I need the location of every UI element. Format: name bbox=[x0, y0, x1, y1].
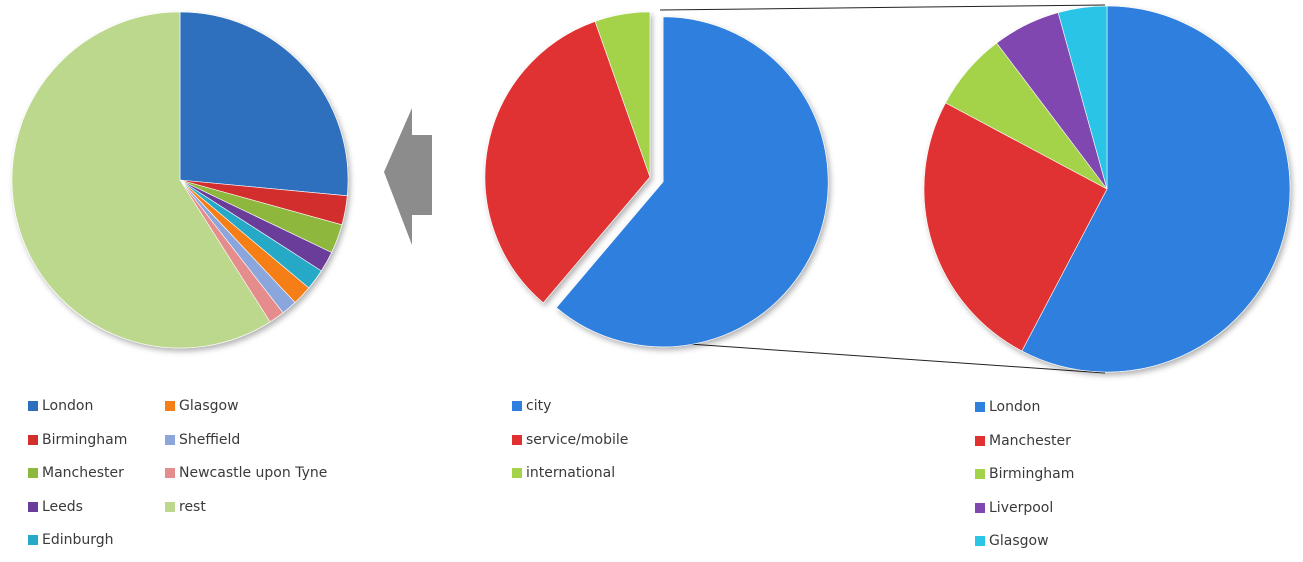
legend-item-edinburgh: Edinburgh bbox=[28, 532, 114, 548]
legend-item-glasgow: Glasgow bbox=[975, 533, 1049, 549]
legend-label: Newcastle upon Tyne bbox=[179, 465, 327, 481]
legend-item-rest: rest bbox=[165, 499, 206, 515]
legend-swatch bbox=[165, 468, 175, 478]
legend-swatch bbox=[165, 401, 175, 411]
legend-swatch bbox=[28, 401, 38, 411]
legend-item-city: city bbox=[512, 398, 551, 414]
legend-label: Manchester bbox=[989, 433, 1071, 449]
legend-label: international bbox=[526, 465, 615, 481]
legend-item-birmingham: Birmingham bbox=[975, 466, 1074, 482]
left-arrow-icon bbox=[384, 108, 432, 245]
legend-swatch bbox=[975, 469, 985, 479]
legend-item-newcastle-upon-tyne: Newcastle upon Tyne bbox=[165, 465, 327, 481]
legend-item-liverpool: Liverpool bbox=[975, 500, 1053, 516]
pie-chart-city-breakdown bbox=[12, 12, 348, 348]
legend-label: rest bbox=[179, 499, 206, 515]
legend-item-birmingham: Birmingham bbox=[28, 432, 127, 448]
legend-label: Birmingham bbox=[42, 432, 127, 448]
legend-swatch bbox=[165, 502, 175, 512]
legend-label: Sheffield bbox=[179, 432, 240, 448]
legend-label: Leeds bbox=[42, 499, 83, 515]
legend-label: city bbox=[526, 398, 551, 414]
legend-item-london: London bbox=[975, 399, 1040, 415]
legend-label: Glasgow bbox=[989, 533, 1049, 549]
legend-label: Liverpool bbox=[989, 500, 1053, 516]
legend-swatch bbox=[975, 436, 985, 446]
legend-swatch bbox=[28, 535, 38, 545]
legend-item-leeds: Leeds bbox=[28, 499, 83, 515]
legend-swatch bbox=[975, 402, 985, 412]
connector-line-top bbox=[660, 5, 1105, 10]
legend-label: Edinburgh bbox=[42, 532, 114, 548]
legend-label: Manchester bbox=[42, 465, 124, 481]
legend-item-manchester: Manchester bbox=[975, 433, 1071, 449]
legend-swatch bbox=[975, 536, 985, 546]
legend-label: London bbox=[989, 399, 1040, 415]
legend-item-international: international bbox=[512, 465, 615, 481]
legend-swatch bbox=[28, 502, 38, 512]
pie-chart-channel-breakdown bbox=[485, 12, 828, 347]
legend-label: Glasgow bbox=[179, 398, 239, 414]
legend-item-glasgow: Glasgow bbox=[165, 398, 239, 414]
legend-swatch bbox=[512, 468, 522, 478]
legend-swatch bbox=[975, 503, 985, 513]
legend-item-manchester: Manchester bbox=[28, 465, 124, 481]
legend-item-service-mobile: service/mobile bbox=[512, 432, 628, 448]
legend-swatch bbox=[28, 468, 38, 478]
pie-slice-london bbox=[180, 12, 348, 196]
legend-item-london: London bbox=[28, 398, 93, 414]
legend-label: Birmingham bbox=[989, 466, 1074, 482]
legend-label: service/mobile bbox=[526, 432, 628, 448]
legend-swatch bbox=[28, 435, 38, 445]
legend-swatch bbox=[512, 401, 522, 411]
legend-label: London bbox=[42, 398, 93, 414]
legend-swatch bbox=[512, 435, 522, 445]
pie-chart-city-channel-breakdown bbox=[924, 6, 1290, 372]
legend-swatch bbox=[165, 435, 175, 445]
legend-item-sheffield: Sheffield bbox=[165, 432, 240, 448]
